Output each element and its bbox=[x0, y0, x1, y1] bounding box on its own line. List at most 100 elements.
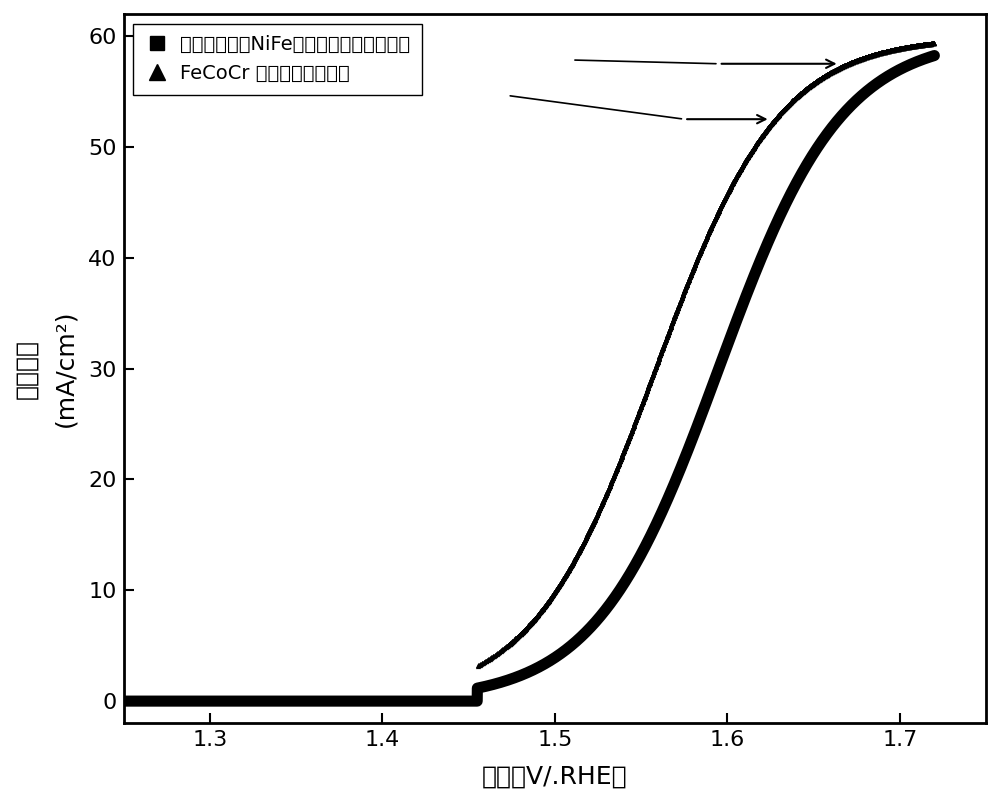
Point bbox=[895, 41, 911, 54]
Point bbox=[607, 467, 623, 480]
Point bbox=[519, 621, 535, 634]
Point bbox=[847, 55, 863, 67]
Point bbox=[369, 695, 385, 707]
Point bbox=[420, 695, 436, 707]
Point bbox=[657, 336, 673, 349]
Point bbox=[785, 93, 801, 106]
Point bbox=[311, 695, 327, 707]
Point bbox=[568, 550, 584, 563]
Point bbox=[923, 37, 939, 50]
Point bbox=[205, 695, 221, 707]
Point bbox=[855, 51, 871, 64]
Point bbox=[358, 695, 374, 707]
Point bbox=[505, 634, 521, 647]
Point bbox=[770, 109, 786, 122]
Point bbox=[265, 695, 281, 707]
Point bbox=[547, 585, 563, 598]
Point bbox=[819, 68, 835, 81]
Point bbox=[365, 695, 381, 707]
Point bbox=[232, 695, 248, 707]
Point bbox=[627, 414, 643, 427]
Point bbox=[674, 291, 690, 304]
Point bbox=[683, 268, 699, 281]
Point bbox=[851, 53, 867, 66]
Point bbox=[728, 171, 744, 184]
Point bbox=[480, 653, 496, 666]
Point bbox=[840, 58, 856, 71]
Point bbox=[699, 230, 715, 243]
Point bbox=[653, 346, 669, 359]
Point bbox=[799, 82, 815, 95]
Point bbox=[815, 71, 831, 83]
Point bbox=[552, 578, 568, 591]
Point bbox=[875, 46, 891, 59]
Point bbox=[627, 416, 643, 429]
Point bbox=[828, 63, 844, 76]
Point bbox=[781, 98, 797, 111]
Point bbox=[657, 334, 673, 347]
Point bbox=[641, 379, 657, 391]
Point bbox=[771, 108, 787, 121]
Point bbox=[329, 695, 345, 707]
Point bbox=[905, 39, 921, 52]
Point bbox=[813, 71, 829, 84]
Point bbox=[760, 121, 776, 134]
Point bbox=[768, 111, 784, 124]
Point bbox=[199, 695, 215, 707]
Point bbox=[909, 39, 925, 52]
Point bbox=[920, 38, 936, 51]
Point bbox=[758, 124, 774, 137]
Point bbox=[700, 227, 716, 240]
Point bbox=[421, 695, 437, 707]
Point bbox=[775, 103, 791, 116]
Point bbox=[155, 695, 171, 707]
Point bbox=[840, 58, 856, 71]
Point bbox=[185, 695, 201, 707]
Point bbox=[783, 95, 799, 107]
Point bbox=[837, 59, 853, 71]
Point bbox=[288, 695, 304, 707]
Point bbox=[896, 41, 912, 54]
Point bbox=[549, 581, 565, 594]
Point bbox=[687, 259, 703, 272]
Point bbox=[525, 614, 541, 626]
Point bbox=[679, 277, 695, 290]
Point bbox=[205, 695, 221, 707]
Point bbox=[823, 66, 839, 79]
Point bbox=[161, 695, 177, 707]
Point bbox=[521, 618, 537, 631]
Point bbox=[902, 40, 918, 53]
Point bbox=[692, 245, 708, 257]
Point bbox=[880, 44, 896, 57]
Point bbox=[410, 695, 426, 707]
Point bbox=[814, 71, 830, 84]
Point bbox=[817, 70, 833, 83]
Point bbox=[834, 60, 850, 73]
Point bbox=[915, 38, 931, 51]
Point bbox=[698, 233, 714, 245]
Point bbox=[439, 695, 455, 707]
Point bbox=[587, 512, 603, 525]
Point bbox=[566, 555, 582, 568]
Point bbox=[865, 48, 881, 61]
Point bbox=[368, 695, 384, 707]
Point bbox=[595, 495, 611, 508]
Point bbox=[598, 488, 614, 501]
Point bbox=[797, 83, 813, 96]
Point bbox=[623, 426, 639, 439]
Point bbox=[612, 455, 628, 468]
Point bbox=[506, 634, 522, 646]
Point bbox=[367, 695, 383, 707]
Point bbox=[587, 512, 603, 525]
Point bbox=[649, 358, 665, 371]
Point bbox=[664, 315, 680, 328]
Point bbox=[795, 85, 811, 98]
Point bbox=[802, 79, 818, 92]
Point bbox=[118, 695, 134, 707]
Point bbox=[538, 598, 554, 611]
Point bbox=[663, 318, 679, 331]
Point bbox=[735, 158, 751, 171]
Point bbox=[814, 71, 830, 84]
Point bbox=[892, 42, 908, 55]
Point bbox=[737, 155, 753, 168]
